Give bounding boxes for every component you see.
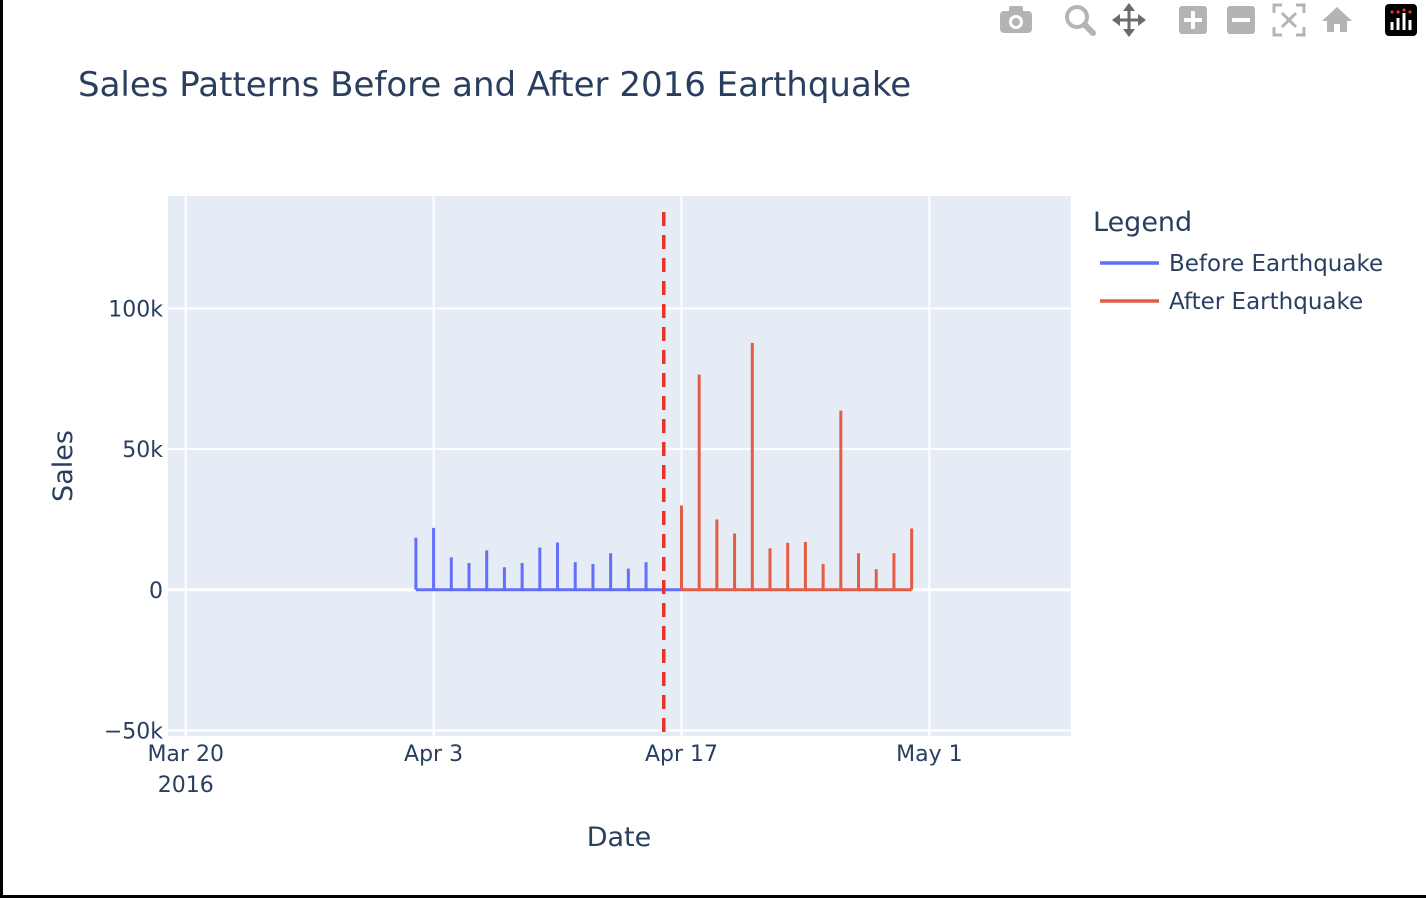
y-tick-label: 0 [149,579,163,604]
series-layer [414,342,914,592]
y-tick-label: −50k [104,719,163,744]
legend-label: Before Earthquake [1169,251,1383,277]
zoom-out-icon[interactable]: Zoom out [1227,6,1255,34]
series-after-earthquake [679,342,914,592]
y-axis-title: Sales [48,430,79,502]
x-tick-label: Apr 17 [645,742,718,767]
pan-icon[interactable]: Pan [1112,3,1146,37]
chart-title: Sales Patterns Before and After 2016 Ear… [78,65,911,105]
plotly-logo-icon[interactable]: Produced with Plotly [1385,4,1417,36]
chart-svg: Download plot as a png Zoom Pan Zoom in Zoom… [48,3,1417,853]
x-tick-sublabel: 2016 [158,773,214,798]
home-icon[interactable]: Reset axes [1322,7,1352,32]
modebar: Download plot as a png Zoom Pan Zoom in Zoom… [1000,3,1417,37]
autoscale-icon[interactable]: Autoscale [1272,3,1306,37]
y-tick-label: 50k [122,438,163,463]
y-tick-label: 100k [108,298,163,323]
y-axis-ticks: −50k 0 50k 100k [104,298,163,745]
legend-label: After Earthquake [1169,289,1363,315]
legend-item[interactable]: After Earthquake [1100,289,1363,315]
zoom-icon[interactable]: Zoom [1065,5,1096,36]
series-before-earthquake [414,527,682,592]
x-tick-label: Apr 3 [404,742,463,767]
plot-background [168,196,1071,736]
legend-title: Legend [1093,207,1192,238]
zoom-in-icon[interactable]: Zoom in [1179,6,1207,34]
legend: Legend Before Earthquake After Earthquake [1093,207,1383,315]
x-tick-label: May 1 [896,742,962,767]
camera-icon[interactable]: Download plot as a png [1000,6,1032,33]
x-axis-title: Date [587,822,652,853]
x-axis-ticks: Mar 20 2016 Apr 3 Apr 17 May 1 [147,742,962,798]
x-tick-label: Mar 20 [147,742,224,767]
grid-lines [168,196,1071,736]
legend-item[interactable]: Before Earthquake [1100,251,1383,277]
